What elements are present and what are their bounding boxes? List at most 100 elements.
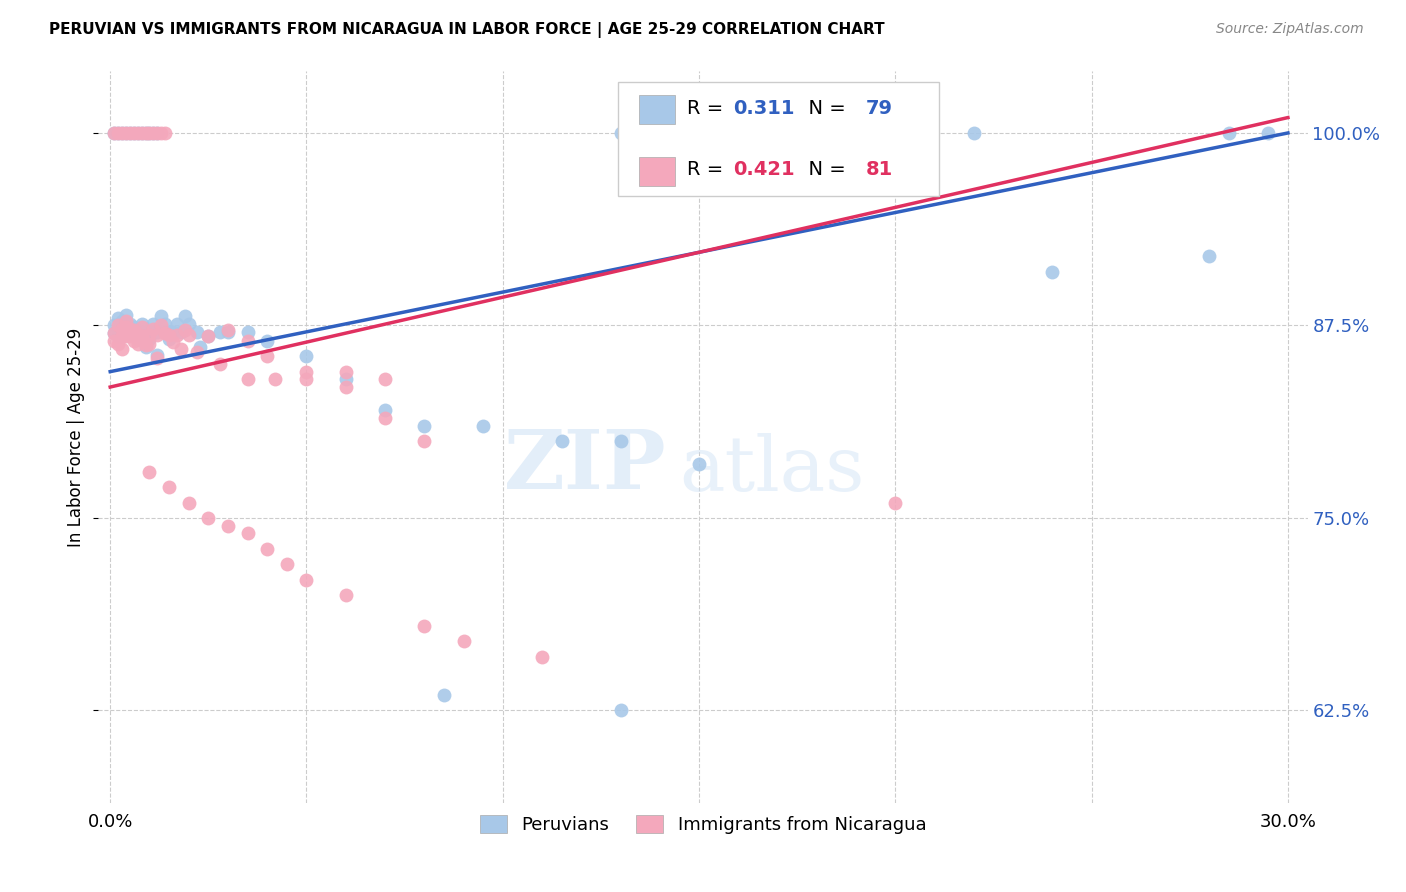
- Point: [115, 314, 138, 328]
- Point: [103, 126, 125, 140]
- FancyBboxPatch shape: [619, 82, 939, 195]
- Point: [146, 126, 169, 140]
- Point: [138, 325, 160, 339]
- Point: [135, 126, 157, 140]
- Point: [118, 325, 141, 339]
- Point: [609, 434, 631, 448]
- Point: [103, 318, 125, 333]
- Point: [115, 126, 138, 140]
- Point: [374, 372, 396, 386]
- Point: [127, 326, 149, 340]
- Point: [138, 337, 160, 351]
- Text: N =: N =: [796, 99, 852, 118]
- Point: [166, 327, 188, 342]
- Point: [150, 309, 173, 323]
- Point: [295, 349, 318, 363]
- Point: [122, 320, 145, 334]
- Point: [264, 372, 287, 386]
- Point: [884, 495, 907, 509]
- Point: [103, 334, 125, 348]
- Point: [122, 323, 145, 337]
- Point: [115, 308, 138, 322]
- Point: [453, 634, 475, 648]
- Point: [146, 327, 169, 342]
- Point: [157, 325, 180, 339]
- Point: [157, 327, 180, 342]
- Point: [256, 541, 278, 556]
- Text: 0.311: 0.311: [734, 99, 794, 118]
- Point: [413, 618, 436, 632]
- Point: [1198, 249, 1220, 263]
- Point: [146, 348, 169, 362]
- Point: [550, 434, 572, 448]
- Point: [256, 334, 278, 348]
- Point: [122, 327, 145, 342]
- Point: [107, 318, 129, 333]
- Point: [111, 321, 134, 335]
- Point: [138, 126, 160, 140]
- Point: [111, 329, 134, 343]
- Point: [107, 329, 129, 343]
- Point: [170, 325, 193, 339]
- Point: [115, 320, 138, 334]
- Point: [142, 126, 165, 140]
- Point: [177, 327, 200, 342]
- Point: [118, 327, 141, 342]
- Text: ZIP: ZIP: [505, 426, 666, 507]
- Point: [103, 326, 125, 340]
- Point: [170, 342, 193, 356]
- Text: Source: ZipAtlas.com: Source: ZipAtlas.com: [1216, 22, 1364, 37]
- Text: PERUVIAN VS IMMIGRANTS FROM NICARAGUA IN LABOR FORCE | AGE 25-29 CORRELATION CHA: PERUVIAN VS IMMIGRANTS FROM NICARAGUA IN…: [49, 22, 884, 38]
- Point: [177, 495, 200, 509]
- Point: [127, 126, 149, 140]
- Point: [217, 323, 239, 337]
- Point: [609, 126, 631, 140]
- Point: [111, 329, 134, 343]
- Point: [197, 329, 219, 343]
- Point: [166, 317, 188, 331]
- Point: [111, 126, 134, 140]
- Point: [107, 310, 129, 325]
- Point: [433, 688, 456, 702]
- Point: [131, 329, 153, 343]
- Point: [186, 325, 208, 339]
- Point: [115, 317, 138, 331]
- Point: [118, 326, 141, 340]
- Point: [963, 126, 986, 140]
- Point: [374, 403, 396, 417]
- Point: [111, 321, 134, 335]
- Point: [276, 557, 298, 571]
- Point: [1218, 126, 1240, 140]
- Point: [146, 325, 169, 339]
- Point: [118, 126, 141, 140]
- Point: [103, 326, 125, 340]
- Point: [177, 317, 200, 331]
- Point: [127, 126, 149, 140]
- Point: [157, 480, 180, 494]
- Point: [142, 321, 165, 335]
- Point: [135, 338, 157, 352]
- Point: [122, 126, 145, 140]
- Point: [107, 126, 129, 140]
- Point: [209, 325, 232, 339]
- Point: [688, 457, 710, 471]
- Point: [153, 126, 176, 140]
- Point: [111, 342, 134, 356]
- Text: R =: R =: [688, 161, 730, 179]
- Point: [107, 126, 129, 140]
- Point: [131, 325, 153, 339]
- Point: [472, 418, 495, 433]
- Point: [135, 340, 157, 354]
- Point: [197, 511, 219, 525]
- Point: [335, 380, 357, 394]
- Text: 0.421: 0.421: [734, 161, 794, 179]
- Point: [131, 320, 153, 334]
- Point: [413, 434, 436, 448]
- Point: [1257, 126, 1279, 140]
- Point: [103, 126, 125, 140]
- Point: [135, 126, 157, 140]
- Legend: Peruvians, Immigrants from Nicaragua: Peruvians, Immigrants from Nicaragua: [472, 807, 934, 841]
- Point: [335, 372, 357, 386]
- Text: atlas: atlas: [679, 433, 865, 507]
- Point: [107, 337, 129, 351]
